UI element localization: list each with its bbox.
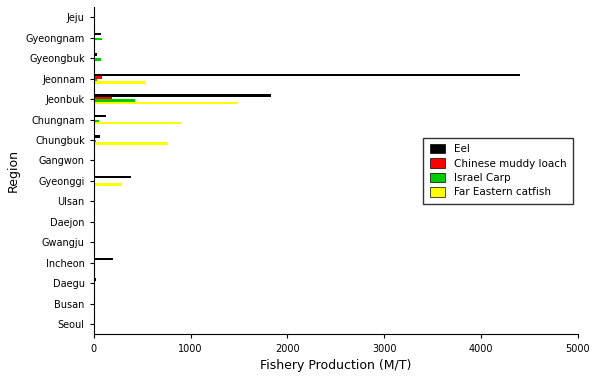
Bar (94, 258, 113, 260)
Bar (94, 97, 112, 99)
Bar (94, 94, 271, 97)
Bar (94, 74, 519, 76)
Bar (94, 102, 238, 104)
Bar (94, 135, 100, 138)
Bar (94, 143, 167, 145)
Bar (94, 119, 99, 122)
Bar (94, 140, 96, 143)
Legend: Eel, Chinese muddy loach, Israel Carp, Far Eastern catfish: Eel, Chinese muddy loach, Israel Carp, F… (423, 138, 573, 204)
Y-axis label: Region: Region (7, 149, 20, 192)
Bar (94, 58, 100, 61)
X-axis label: Fishery Production (M/T): Fishery Production (M/T) (260, 359, 411, 372)
Bar (94, 183, 121, 186)
Bar (94, 122, 181, 124)
Bar (94, 81, 145, 83)
Bar (94, 78, 97, 81)
Bar (94, 53, 97, 56)
Bar (94, 99, 136, 102)
Bar (94, 176, 131, 179)
Bar (94, 279, 96, 281)
Bar (94, 76, 101, 78)
Bar (94, 38, 103, 40)
Bar (94, 114, 106, 117)
Bar (94, 299, 95, 301)
Bar (94, 163, 95, 165)
Bar (94, 33, 100, 35)
